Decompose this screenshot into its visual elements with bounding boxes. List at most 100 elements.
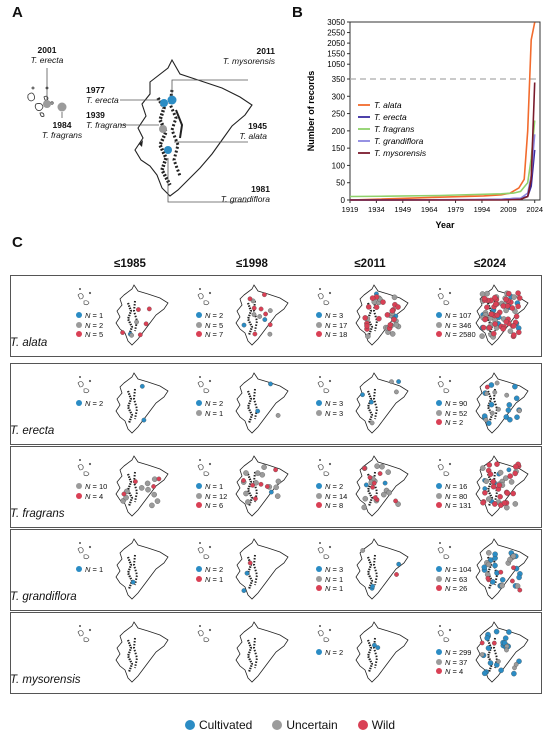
count-line: N = 2 (196, 311, 223, 321)
occurrence-point (505, 407, 512, 413)
count-value: = 104 (450, 565, 472, 574)
y-tick-label: 2050 (327, 39, 345, 48)
mini-map (197, 538, 289, 600)
occurrence-point (484, 384, 490, 390)
count-value: = 1 (90, 565, 104, 574)
occurrence-point (252, 331, 258, 337)
count-dot (196, 400, 202, 406)
mini-map (77, 455, 169, 517)
legend-uncertain: Uncertain (272, 718, 338, 732)
occurrence-point (275, 413, 281, 418)
occurrence-point (500, 326, 506, 332)
mini-map (197, 621, 289, 683)
count-value: = 2 (210, 565, 224, 574)
label-2011-mysorensis: 2011 T. mysorensis (222, 46, 275, 66)
count-line: N = 107 (436, 311, 476, 321)
count-value: = 90 (450, 399, 468, 408)
mini-map (437, 455, 529, 517)
occurrence-point (362, 495, 369, 502)
mini-map (317, 455, 409, 517)
occurrence-point (134, 319, 139, 325)
count-dot (436, 585, 442, 591)
count-value: = 52 (450, 408, 468, 418)
mini-map (317, 284, 409, 346)
count-value: = 2 (330, 648, 344, 657)
count-line: N = 1 (196, 575, 223, 585)
galapagos-point-erecta (43, 100, 51, 108)
count-value: = 37 (450, 657, 468, 667)
occurrence-point (245, 499, 251, 505)
mini-map (317, 372, 409, 434)
count-value: = 7 (210, 330, 224, 339)
occurrence-point (480, 465, 486, 471)
y-tick-label: 0 (341, 196, 346, 205)
occurrence-point (253, 480, 259, 486)
count-line: N = 63 (436, 575, 471, 585)
count-value: = 1 (330, 584, 344, 593)
count-line: N = 2 (196, 565, 223, 575)
count-symbol: N (205, 491, 211, 501)
occurrence-point (133, 479, 138, 484)
occurrence-point (492, 562, 498, 569)
occurrence-point (369, 420, 375, 426)
occurrence-point (512, 463, 519, 470)
occurrence-point (479, 652, 485, 657)
occurrence-point (514, 583, 521, 589)
count-line: N = 1 (196, 482, 227, 492)
count-dot (436, 502, 442, 508)
legend-wild-label: Wild (371, 718, 396, 732)
panel-b-letter: B (292, 4, 303, 21)
occurrence-point (483, 417, 489, 423)
occurrence-point (145, 486, 151, 493)
count-value: = 6 (210, 501, 224, 510)
occurrence-point (379, 463, 385, 470)
era-1985: ≤1985 (114, 258, 146, 270)
count-value: = 63 (450, 574, 468, 584)
ecuador-mainland (134, 58, 253, 197)
occurrence-point (506, 402, 513, 408)
occurrence-point (129, 332, 134, 338)
occurrence-point (264, 484, 270, 489)
occurrence-point (151, 484, 156, 489)
count-symbol: N (325, 330, 331, 339)
count-dot (436, 419, 442, 425)
occurrence-point (499, 577, 506, 583)
occurrence-point (487, 660, 494, 666)
mini-map (77, 538, 169, 600)
occurrence-point (267, 308, 273, 313)
legend-label-2: T. erecta (374, 112, 407, 122)
count-line: N = 17 (316, 321, 347, 331)
occurrence-point (360, 548, 366, 553)
occurrence-point (492, 551, 498, 557)
y-tick-label: 1050 (327, 60, 345, 69)
occurrence-point (373, 304, 380, 310)
count-legend: N = 2 (316, 648, 343, 658)
occurrence-point (506, 290, 512, 297)
count-value: = 299 (450, 648, 472, 657)
occurrence-point (486, 496, 492, 502)
count-symbol: N (85, 399, 91, 408)
occurrence-point (393, 498, 398, 504)
count-value: = 80 (450, 491, 468, 501)
count-value: = 1 (210, 408, 224, 418)
era-1998: ≤1998 (236, 258, 268, 270)
occurrence-point (502, 635, 509, 641)
count-dot (316, 492, 322, 499)
count-dot (196, 312, 202, 318)
count-line: N = 131 (436, 501, 471, 511)
occurrence-point (258, 481, 264, 487)
count-symbol: N (445, 320, 451, 330)
occurrence-point (241, 588, 247, 593)
occurrence-point (275, 478, 282, 485)
occurrence-point (515, 303, 521, 310)
occurrence-point (146, 306, 152, 312)
occurrence-point (393, 322, 400, 328)
count-dot (436, 575, 442, 582)
y-tick-label: 1550 (327, 50, 345, 59)
count-dot (436, 668, 442, 674)
count-symbol: N (325, 491, 331, 501)
series-line-3 (349, 120, 536, 198)
occurrence-point (507, 556, 513, 563)
